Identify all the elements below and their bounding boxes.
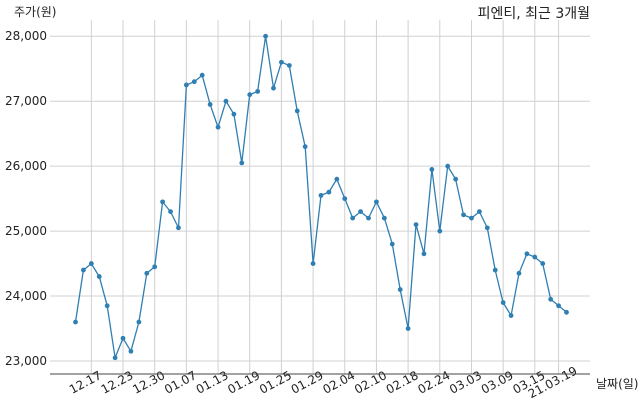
data-point [318,192,324,198]
y-axis-label: 주가(원) [14,5,56,19]
x-axis-label: 날짜(일) [596,377,638,391]
y-tick-label: 26,000 [5,159,47,173]
data-point [374,199,379,205]
x-tick-label: 02.10 [352,368,389,396]
data-point [484,225,490,231]
data-point [215,124,221,130]
x-tick-label: 03.09 [479,368,516,396]
data-point [326,189,332,195]
x-tick-label: 01.29 [289,368,326,396]
x-tick-label: 03.03 [447,368,484,396]
data-point [302,144,308,150]
data-point [389,241,395,247]
data-point [421,251,427,257]
data-point [176,225,181,231]
x-tick-label: 02.04 [320,368,357,396]
data-point [255,89,261,94]
data-point [183,82,189,88]
data-point [492,267,498,273]
data-point [366,215,371,221]
data-point [500,300,506,305]
data-point [136,319,142,325]
data-point [112,355,118,361]
x-tick-label: 01.19 [225,368,262,396]
data-point [152,264,158,270]
x-tick-label: 01.25 [257,368,294,396]
data-point [548,296,554,302]
data-point [524,251,530,257]
data-point [342,196,348,202]
data-point [286,63,292,68]
data-point [437,228,443,234]
y-tick-label: 24,000 [5,289,47,303]
data-point [445,163,451,169]
data-point [532,254,538,260]
data-point [516,270,522,276]
x-tick-label: 01.13 [194,368,231,396]
axis-layer: 23,000 24,000 25,000 26,000 27,000 28,000 12.1… [5,29,590,401]
data-point [461,212,466,218]
data-point [239,160,245,166]
data-point [381,215,387,221]
data-point [358,209,363,215]
data-point [469,215,474,221]
data-point [540,261,546,266]
data-point [104,303,110,309]
x-tick-label: 01.07 [162,368,199,396]
data-point [334,176,340,182]
x-tick-label: 02.18 [384,368,421,396]
x-tick-label: 02.24 [415,368,452,396]
data-point [397,287,403,292]
data-point [160,199,166,205]
data-point [476,209,482,215]
y-tick-label: 28,000 [5,29,47,43]
data-point [223,98,229,104]
x-tick-label: 12.17 [67,368,104,396]
data-point [207,102,213,107]
data-point [128,348,134,354]
data-point [271,85,276,91]
data-point [508,313,514,318]
data-point [81,267,86,273]
data-point [120,335,126,341]
data-point [405,326,411,331]
data-point [191,79,197,85]
data-point [453,176,459,182]
data-point [350,215,356,221]
x-tick-label: 12.30 [130,368,167,396]
y-tick-label: 25,000 [5,224,47,238]
data-point [199,72,205,78]
data-point [294,108,300,114]
x-tick-label: 12.23 [99,368,136,396]
data-point [279,59,284,65]
data-point [429,166,435,172]
data-point [88,261,94,266]
data-point [144,270,150,276]
y-tick-label: 27,000 [5,94,47,108]
data-point [413,222,419,228]
data-point [96,274,102,279]
data-point [310,261,316,266]
data-point [73,319,78,325]
data-point [247,92,253,98]
grid-layer [50,20,590,374]
data-point [231,111,237,117]
data-point [168,209,173,215]
data-point [564,309,569,315]
y-tick-label: 23,000 [5,354,47,368]
chart-title: 피엔티, 최근 3개월 [478,6,590,22]
data-point [263,33,268,39]
series-layer [73,33,569,361]
data-point [556,303,561,309]
